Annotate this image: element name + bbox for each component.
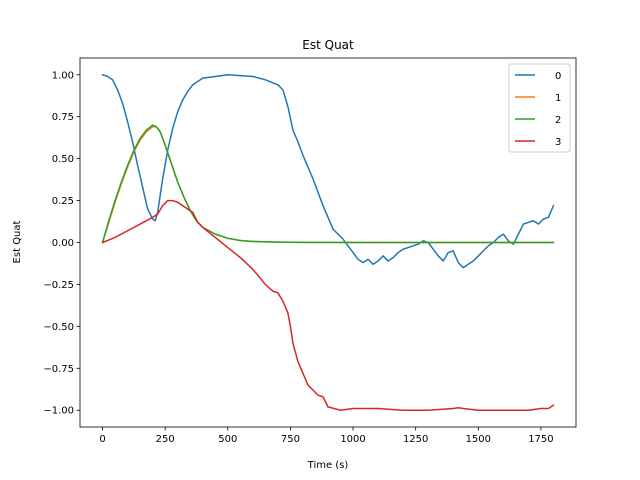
- legend-label: 0: [555, 71, 561, 82]
- series-line-0: [101, 73, 555, 269]
- y-tick-label: 1.00: [52, 70, 74, 81]
- x-tick-label: 1750: [528, 434, 553, 445]
- y-ticks: 1.00 0.75 0.50 0.25 0.00 −0.25 −0.50 −0.75 −1.00: [43, 70, 80, 417]
- x-tick-label: 1000: [340, 434, 365, 445]
- y-tick-label: −0.25: [43, 280, 74, 291]
- legend-box: [508, 63, 571, 153]
- x-tick-label: 500: [218, 434, 237, 445]
- series-line-2: [101, 124, 555, 244]
- x-tick-label: 750: [281, 434, 300, 445]
- x-ticks: 0 250 500 750 1000 1250 1500 1750: [99, 427, 554, 445]
- y-tick-label: −1.00: [43, 406, 74, 417]
- x-tick-label: 1250: [403, 434, 428, 445]
- y-tick-label: −0.50: [43, 322, 74, 333]
- plot-lines: [101, 73, 555, 411]
- y-tick-label: −0.75: [43, 364, 74, 375]
- legend: 0 1 2 3: [508, 63, 571, 153]
- x-tick-label: 1500: [466, 434, 491, 445]
- y-tick-label: 0.50: [52, 154, 74, 165]
- x-tick-label: 250: [156, 434, 175, 445]
- series-line-3: [101, 199, 555, 411]
- y-tick-label: 0.75: [52, 112, 74, 123]
- x-tick-label: 0: [99, 434, 105, 445]
- legend-label: 3: [555, 137, 561, 148]
- chart-title: Est Quat: [302, 38, 354, 52]
- legend-label: 2: [555, 115, 561, 126]
- x-axis-label: Time (s): [307, 460, 349, 471]
- y-axis-label: Est Quat: [12, 220, 23, 263]
- y-tick-label: 0.00: [52, 238, 74, 249]
- y-tick-label: 0.25: [52, 196, 74, 207]
- legend-label: 1: [555, 93, 561, 104]
